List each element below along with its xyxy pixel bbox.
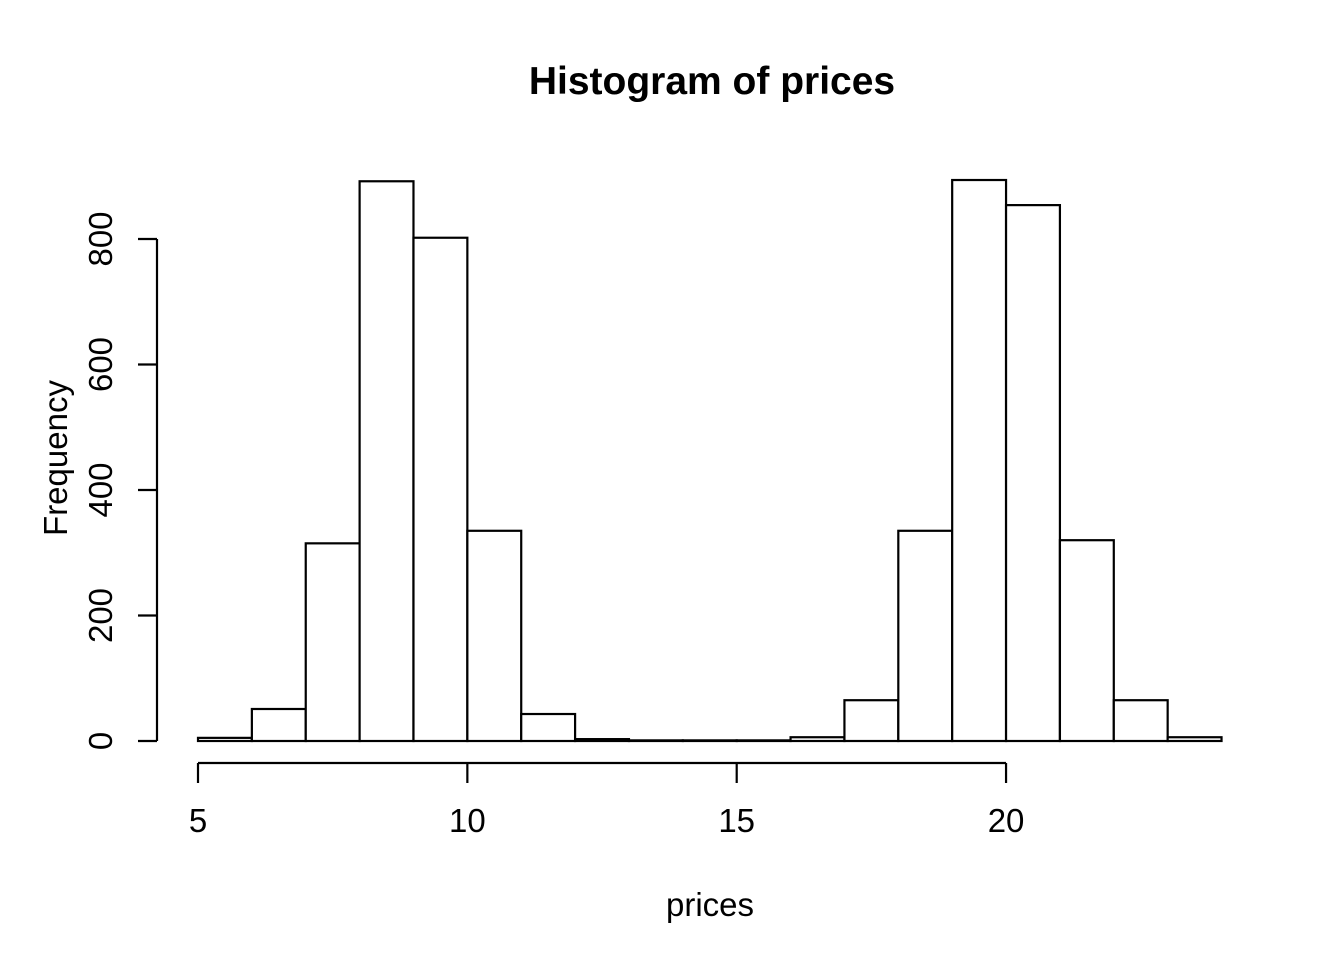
x-tick-label: 20 <box>988 802 1025 839</box>
y-tick-label: 400 <box>82 462 119 517</box>
x-axis-title: prices <box>665 886 755 923</box>
histogram-bar <box>627 739 684 743</box>
y-tick-label: 600 <box>82 337 119 392</box>
x-tick-label: 5 <box>189 802 207 839</box>
chart-title: Histogram of prices <box>528 60 896 103</box>
histogram-bar <box>1166 736 1223 743</box>
histogram-bar <box>789 736 846 743</box>
histogram-bar <box>304 542 361 743</box>
histogram-bar <box>681 739 738 743</box>
histogram-bar <box>466 529 523 743</box>
histogram-bar <box>358 180 415 743</box>
histogram-bar <box>735 739 792 743</box>
histogram-bar <box>951 178 1008 743</box>
x-tick-label: 10 <box>449 802 486 839</box>
histogram-bar <box>1112 699 1169 743</box>
y-tick-label: 800 <box>82 211 119 266</box>
histogram-bar <box>897 529 954 743</box>
histogram-bar <box>573 738 631 743</box>
histogram-bar <box>196 736 253 743</box>
histogram-bar <box>1004 204 1062 743</box>
y-tick-label: 200 <box>82 588 119 643</box>
x-tick-label: 15 <box>718 802 755 839</box>
histogram-bar <box>250 707 307 743</box>
y-tick-label: 0 <box>82 732 119 750</box>
histogram-bar <box>520 712 577 743</box>
histogram-bar <box>1058 539 1115 743</box>
histogram-bar <box>843 699 900 743</box>
histogram-bar <box>412 236 469 743</box>
